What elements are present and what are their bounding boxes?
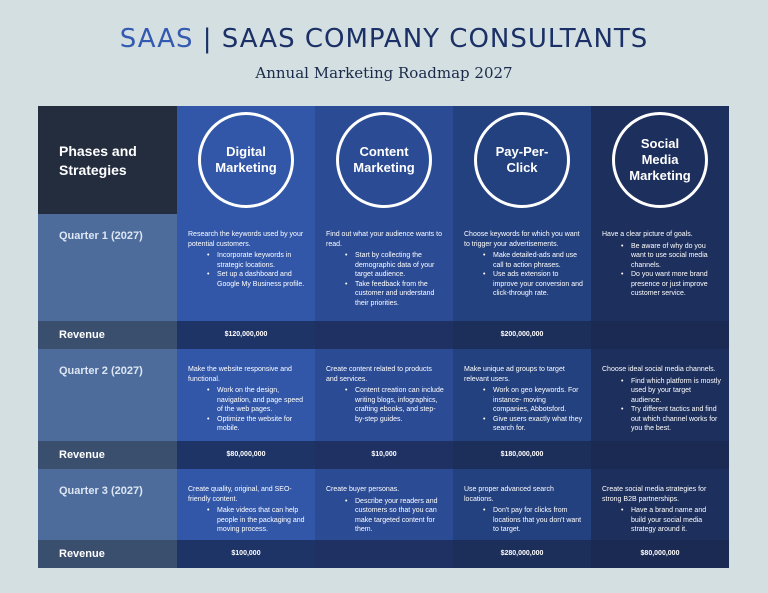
strategy-intro: Research the keywords used by your poten… bbox=[188, 231, 304, 248]
column-header-digital-marketing: Digital Marketing bbox=[177, 106, 315, 214]
revenue-value: $180,000,000 bbox=[453, 441, 591, 469]
column-header-content-marketing: Content Marketing bbox=[315, 106, 453, 214]
strategy-intro: Make the website responsive and function… bbox=[188, 366, 292, 383]
strategy-cell: Create content related to products and s… bbox=[315, 349, 453, 441]
strategy-intro: Make unique ad groups to target relevant… bbox=[464, 366, 565, 383]
strategy-bullet: Work on the design, navigation, and page… bbox=[207, 386, 307, 415]
column-header-social-media-marketing: Social Media Marketing bbox=[591, 106, 729, 214]
revenue-value bbox=[591, 321, 729, 349]
column-header-pay-per-click: Pay-Per-Click bbox=[453, 106, 591, 214]
revenue-value bbox=[315, 321, 453, 349]
strategy-bullet: Describe your readers and customers so t… bbox=[345, 497, 445, 535]
strategy-bullet: Try different tactics and find out which… bbox=[621, 405, 721, 434]
brand-name: SAAS bbox=[119, 24, 194, 54]
revenue-value: $80,000,000 bbox=[591, 540, 729, 568]
strategy-intro: Choose ideal social media channels. bbox=[602, 366, 716, 373]
revenue-value: $280,000,000 bbox=[453, 540, 591, 568]
strategy-cell: Make unique ad groups to target relevant… bbox=[453, 349, 591, 441]
roadmap-table: Phases and Strategies Digital Marketing … bbox=[38, 106, 729, 568]
strategy-cell: Choose keywords for which you want to tr… bbox=[453, 214, 591, 321]
strategy-bullet: Set up a dashboard and Google My Busines… bbox=[207, 270, 307, 289]
revenue-value bbox=[591, 441, 729, 469]
strategy-cell: Create quality, original, and SEO-friend… bbox=[177, 469, 315, 540]
strategy-intro: Create buyer personas. bbox=[326, 486, 400, 493]
revenue-label: Revenue bbox=[38, 540, 177, 568]
revenue-value bbox=[315, 540, 453, 568]
company-name: | SAAS COMPANY CONSULTANTS bbox=[202, 24, 649, 54]
strategy-cell: Choose ideal social media channels. Find… bbox=[591, 349, 729, 441]
strategy-bullet: Don't pay for clicks from locations that… bbox=[483, 506, 583, 535]
quarter-label: Quarter 1 (2027) bbox=[38, 214, 177, 321]
corner-label: Phases and Strategies bbox=[38, 106, 177, 214]
strategy-cell: Find out what your audience wants to rea… bbox=[315, 214, 453, 321]
strategy-intro: Create content related to products and s… bbox=[326, 366, 432, 383]
revenue-value: $120,000,000 bbox=[177, 321, 315, 349]
strategy-cell: Create social media strategies for stron… bbox=[591, 469, 729, 540]
strategy-intro: Use proper advanced search locations. bbox=[464, 486, 554, 503]
quarter-label: Quarter 2 (2027) bbox=[38, 349, 177, 441]
revenue-value: $80,000,000 bbox=[177, 441, 315, 469]
strategy-intro: Create quality, original, and SEO-friend… bbox=[188, 486, 292, 503]
strategy-bullet: Work on geo keywords. For instance- movi… bbox=[483, 386, 583, 415]
column-title: Pay-Per-Click bbox=[474, 112, 570, 208]
column-title: Content Marketing bbox=[336, 112, 432, 208]
strategy-bullet: Use ads extension to improve your conver… bbox=[483, 270, 583, 299]
revenue-label: Revenue bbox=[38, 321, 177, 349]
strategy-cell: Use proper advanced search locations. Do… bbox=[453, 469, 591, 540]
strategy-intro: Have a clear picture of goals. bbox=[602, 231, 693, 238]
strategy-bullet: Have a brand name and build your social … bbox=[621, 506, 721, 535]
page-title: SAAS | SAAS COMPANY CONSULTANTS bbox=[0, 24, 768, 54]
strategy-bullet: Optimize the website for mobile. bbox=[207, 415, 307, 434]
column-title: Social Media Marketing bbox=[612, 112, 708, 208]
strategy-bullet: Make videos that can help people in the … bbox=[207, 506, 307, 535]
strategy-cell: Research the keywords used by your poten… bbox=[177, 214, 315, 321]
strategy-intro: Choose keywords for which you want to tr… bbox=[464, 231, 580, 248]
strategy-bullet: Do you want more brand presence or just … bbox=[621, 270, 721, 299]
strategy-cell: Make the website responsive and function… bbox=[177, 349, 315, 441]
strategy-bullet: Take feedback from the customer and unde… bbox=[345, 280, 445, 309]
strategy-intro: Find out what your audience wants to rea… bbox=[326, 231, 442, 248]
strategy-cell: Have a clear picture of goals. Be aware … bbox=[591, 214, 729, 321]
revenue-value: $10,000 bbox=[315, 441, 453, 469]
strategy-intro: Create social media strategies for stron… bbox=[602, 486, 707, 503]
strategy-bullet: Content creation can include writing blo… bbox=[345, 386, 445, 424]
column-title: Digital Marketing bbox=[198, 112, 294, 208]
strategy-bullet: Give users exactly what they search for. bbox=[483, 415, 583, 434]
strategy-cell: Create buyer personas. Describe your rea… bbox=[315, 469, 453, 540]
strategy-bullet: Find which platform is mostly used by yo… bbox=[621, 377, 721, 406]
quarter-label: Quarter 3 (2027) bbox=[38, 469, 177, 540]
strategy-bullet: Make detailed-ads and use call to action… bbox=[483, 251, 583, 270]
revenue-value: $200,000,000 bbox=[453, 321, 591, 349]
revenue-label: Revenue bbox=[38, 441, 177, 469]
page-subtitle: Annual Marketing Roadmap 2027 bbox=[255, 64, 513, 82]
strategy-bullet: Be aware of why do you want to use socia… bbox=[621, 242, 721, 271]
strategy-bullet: Incorporate keywords in strategic locati… bbox=[207, 251, 307, 270]
strategy-bullet: Start by collecting the demographic data… bbox=[345, 251, 445, 280]
revenue-value: $100,000 bbox=[177, 540, 315, 568]
